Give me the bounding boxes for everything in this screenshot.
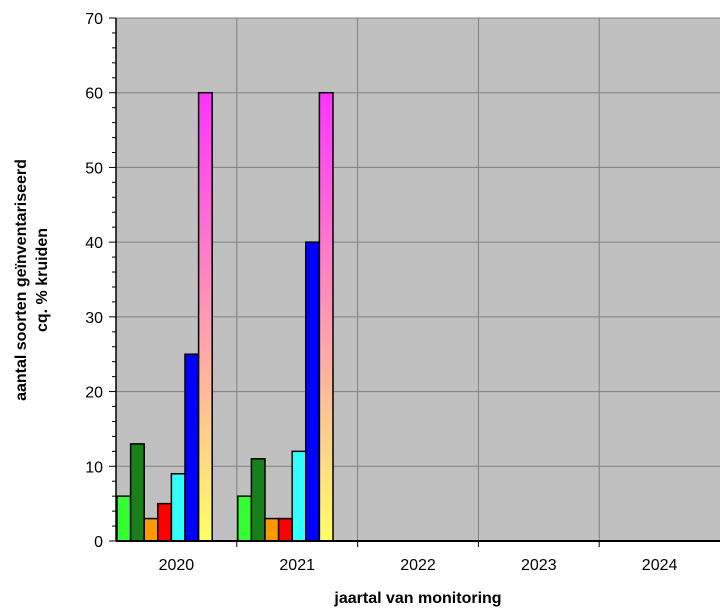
y-axis-title: aantal soorten geïnventariseerd cq. % kr… bbox=[13, 159, 51, 401]
x-tick-label: 2022 bbox=[400, 557, 436, 574]
bar-2021-series-7 bbox=[318, 91, 334, 542]
y-tick-label: 40 bbox=[85, 235, 103, 252]
y-tick-label: 70 bbox=[85, 11, 103, 28]
bar-2020-series-2 bbox=[129, 443, 145, 542]
x-tick-label: 2023 bbox=[521, 557, 557, 574]
y-tick-label: 30 bbox=[85, 310, 103, 327]
bar-2020-series-5 bbox=[170, 473, 186, 542]
bar-2021-series-5 bbox=[291, 450, 307, 542]
x-tick-label: 2021 bbox=[279, 557, 315, 574]
bar-2020-series-6 bbox=[184, 353, 200, 542]
bar-2021-series-3 bbox=[264, 517, 280, 542]
y-tick-label: 20 bbox=[85, 385, 103, 402]
y-tick-labels: 0 10 20 30 40 50 60 70 bbox=[85, 11, 103, 551]
bar-2020-series-4 bbox=[157, 502, 173, 542]
bar-2020-series-7 bbox=[197, 91, 213, 542]
bar-2020-series-3 bbox=[143, 517, 159, 542]
y-tick-label: 60 bbox=[85, 86, 103, 103]
y-tick-label: 10 bbox=[85, 459, 103, 476]
y-axis-title-line-2: cq. % kruiden bbox=[34, 228, 51, 332]
x-tick-label: 2020 bbox=[159, 557, 195, 574]
bar-2021-series-2 bbox=[250, 458, 266, 542]
bar-2021-series-4 bbox=[277, 517, 293, 542]
x-axis-title: jaartal van monitoring bbox=[333, 590, 501, 607]
y-tick-label: 0 bbox=[94, 534, 103, 551]
bar-2020-series-1 bbox=[116, 495, 132, 542]
y-axis-title-line-1: aantal soorten geïnventariseerd bbox=[13, 159, 30, 401]
gridlines bbox=[116, 17, 720, 541]
y-tick-label: 50 bbox=[85, 160, 103, 177]
x-tick-label: 2024 bbox=[642, 557, 678, 574]
bar-2021-series-6 bbox=[305, 241, 321, 542]
axes bbox=[109, 17, 720, 547]
x-tick-labels: 2020 2021 2022 2023 2024 bbox=[159, 557, 678, 574]
bar-2021-series-1 bbox=[237, 495, 253, 542]
plot-area bbox=[116, 18, 720, 541]
